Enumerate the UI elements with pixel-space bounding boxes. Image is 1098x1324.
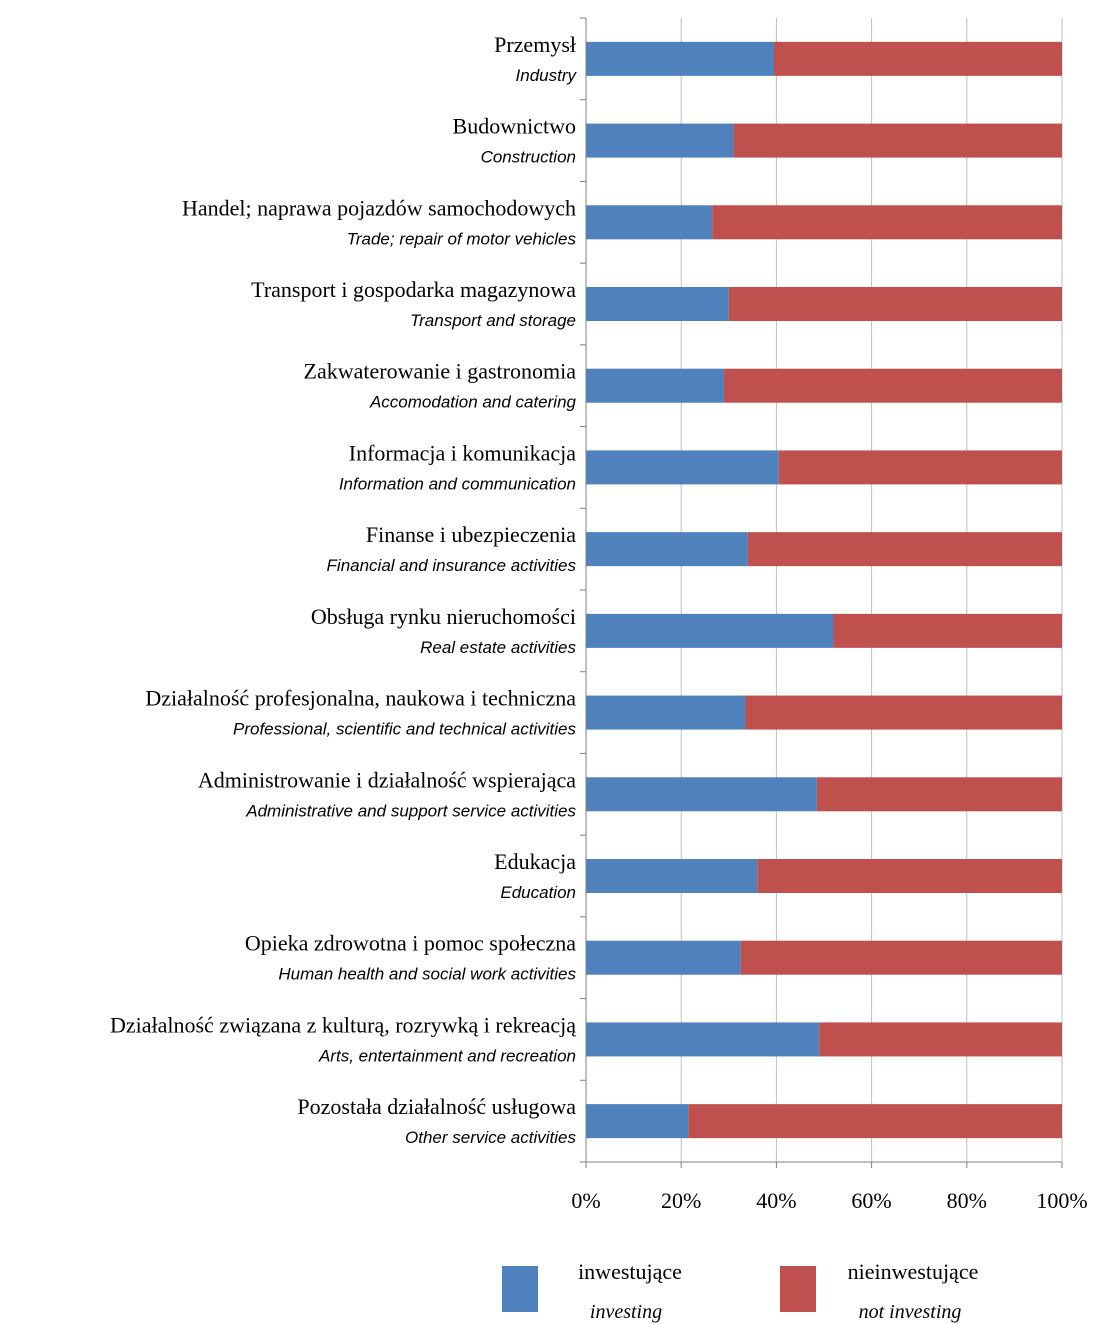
- bar-not-investing: [712, 205, 1062, 240]
- x-tick-label: 60%: [851, 1188, 891, 1213]
- legend-label-not-investing-en: not investing: [859, 1301, 962, 1323]
- bar-not-investing: [819, 1022, 1062, 1057]
- bar-not-investing: [740, 940, 1062, 975]
- bar-investing: [586, 205, 713, 240]
- category-label: Budownictwo: [453, 114, 576, 139]
- x-tick-label: 80%: [947, 1188, 987, 1213]
- bar-not-investing: [728, 287, 1062, 321]
- bar-not-investing: [733, 123, 1062, 158]
- bar-investing: [586, 940, 741, 975]
- bar-investing: [586, 368, 725, 403]
- bar-investing: [586, 777, 817, 812]
- bar-investing: [586, 1104, 689, 1139]
- bar-investing: [586, 859, 758, 893]
- category-label-en: Accomodation and catering: [369, 393, 577, 412]
- bar-not-investing: [747, 532, 1062, 567]
- bar-not-investing: [757, 859, 1062, 893]
- category-label: Pozostała działalność usługowa: [297, 1094, 576, 1119]
- category-label: Obsługa rynku nieruchomości: [311, 604, 576, 629]
- legend-label-not-investing: nieinwestujące: [848, 1259, 979, 1284]
- category-label-en: Industry: [516, 66, 578, 85]
- category-label-en: Administrative and support service activ…: [245, 801, 576, 820]
- category-label-en: Real estate activities: [420, 638, 576, 657]
- category-label-en: Construction: [481, 148, 576, 167]
- bar-not-investing: [688, 1104, 1062, 1139]
- x-tick-label: 0%: [571, 1188, 600, 1213]
- bar-investing: [586, 41, 775, 76]
- bar-not-investing: [745, 695, 1062, 730]
- bar-investing: [586, 450, 779, 485]
- x-tick-labels: 0% 20% 40% 60% 80% 100%: [571, 1188, 1087, 1213]
- category-label: Administrowanie i działalność wspierając…: [198, 767, 576, 792]
- category-label-en: Trade; repair of motor vehicles: [347, 229, 577, 248]
- x-tick-label: 100%: [1036, 1188, 1087, 1213]
- bar-investing: [586, 613, 834, 648]
- x-tick-label: 40%: [756, 1188, 796, 1213]
- category-label-en: Arts, entertainment and recreation: [318, 1046, 576, 1065]
- bar-not-investing: [816, 777, 1062, 812]
- category-label: Finanse i ubezpieczenia: [366, 522, 576, 547]
- bar-investing: [586, 287, 729, 321]
- x-tick-label: 20%: [661, 1188, 701, 1213]
- bar-investing: [586, 123, 734, 158]
- category-label-en: Education: [500, 883, 576, 902]
- axes: [580, 17, 1063, 1168]
- category-label-en: Other service activities: [405, 1128, 576, 1147]
- category-label: Transport i gospodarka magazynowa: [251, 277, 576, 302]
- category-label: Edukacja: [494, 849, 576, 874]
- bars: [586, 41, 1062, 1139]
- category-label-en: Financial and insurance activities: [327, 556, 577, 575]
- bar-not-investing: [778, 450, 1062, 485]
- gridlines: [680, 18, 1063, 1162]
- legend-swatch-investing: [502, 1266, 538, 1312]
- bar-not-investing: [774, 41, 1062, 76]
- category-label-en: Transport and storage: [410, 311, 576, 330]
- category-label: Działalność profesjonalna, naukowa i tec…: [145, 686, 576, 711]
- category-label-en: Human health and social work activities: [278, 965, 576, 984]
- legend: inwestujące investing nieinwestujące not…: [502, 1259, 978, 1323]
- legend-swatch-not-investing: [780, 1266, 816, 1312]
- category-label: Działalność związana z kulturą, rozrywką…: [110, 1012, 576, 1037]
- bar-investing: [586, 532, 748, 567]
- category-label: Handel; naprawa pojazdów samochodowych: [182, 195, 576, 220]
- category-label: Opieka zdrowotna i pomoc społeczna: [245, 931, 576, 956]
- legend-label-investing-en: investing: [590, 1301, 662, 1323]
- bar-not-investing: [724, 368, 1062, 403]
- category-label-en: Information and communication: [339, 474, 576, 493]
- bar-investing: [586, 695, 746, 730]
- category-label: Przemysł: [494, 32, 576, 57]
- category-label-en: Professional, scientific and technical a…: [233, 720, 576, 739]
- legend-label-investing: inwestujące: [578, 1259, 682, 1284]
- bar-investing: [586, 1022, 820, 1057]
- category-label: Zakwaterowanie i gastronomia: [304, 359, 577, 384]
- bar-not-investing: [833, 613, 1062, 648]
- category-labels: Przemysł Industry Budownictwo Construction H…: [110, 32, 578, 1147]
- category-label: Informacja i komunikacja: [349, 440, 576, 465]
